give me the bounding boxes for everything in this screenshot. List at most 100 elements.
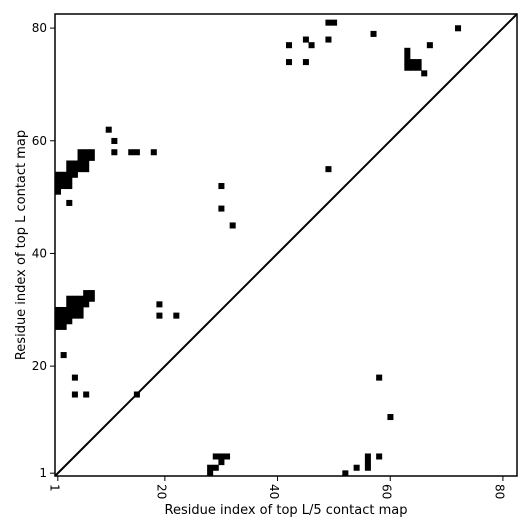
- contact-cell-upper: [88, 154, 95, 161]
- contact-cell-upper: [71, 295, 78, 302]
- contact-cell-lower: [364, 464, 371, 471]
- contact-cell-lower: [353, 464, 360, 471]
- contact-cell-upper: [60, 183, 67, 190]
- contact-cell-upper: [55, 318, 62, 325]
- contact-cell-upper: [128, 149, 135, 156]
- contact-cell-upper: [218, 183, 225, 190]
- contact-cell-upper: [66, 166, 73, 173]
- contact-cell-upper: [66, 183, 73, 190]
- contact-cell-upper: [421, 70, 428, 77]
- contact-cell-lower: [224, 453, 231, 460]
- contact-cell-upper: [60, 352, 67, 359]
- contact-cell-upper: [66, 295, 73, 302]
- contact-cell-upper: [111, 137, 118, 144]
- contact-cell-upper: [83, 160, 90, 167]
- contact-cell-lower: [364, 459, 371, 466]
- y-tick-label: 20: [32, 359, 47, 373]
- contact-cell-upper: [404, 64, 411, 71]
- contact-cell-upper: [77, 149, 84, 156]
- contact-cell-upper: [60, 312, 67, 319]
- contact-cell-lower: [376, 374, 383, 381]
- contact-cell-upper: [83, 290, 90, 297]
- contact-cell-upper: [133, 149, 140, 156]
- contact-cell-upper: [111, 149, 118, 156]
- x-tick-label: 80: [492, 484, 506, 499]
- contact-cell-upper: [83, 301, 90, 308]
- y-tick-label: 40: [32, 246, 47, 260]
- contact-cell-upper: [66, 306, 73, 314]
- contact-cell-upper: [325, 166, 332, 173]
- contact-cell-upper: [77, 306, 84, 314]
- contact-cell-upper: [325, 36, 332, 43]
- x-tick-label: 1: [47, 484, 61, 492]
- contact-cell-upper: [455, 25, 462, 32]
- contact-cell-upper: [71, 312, 78, 319]
- y-axis-label: Residue index of top L contact map: [14, 130, 29, 360]
- contact-cell-lower: [376, 453, 383, 460]
- contact-cell-upper: [83, 295, 90, 302]
- contact-cell-upper: [415, 59, 422, 66]
- contact-cell-upper: [77, 154, 84, 161]
- contact-cell-upper: [88, 295, 95, 302]
- contact-cell-upper: [156, 301, 163, 308]
- contact-cell-upper: [404, 47, 411, 54]
- plot-frame: [54, 13, 518, 477]
- contact-cell-upper: [71, 160, 78, 167]
- y-tick-label: 60: [32, 134, 47, 148]
- contact-cell-upper: [66, 160, 73, 167]
- contact-cell-lower: [342, 470, 349, 477]
- x-axis-label: Residue index of top L/5 contact map: [165, 503, 408, 518]
- contact-cell-upper: [83, 166, 90, 173]
- y-tick-label: 80: [32, 21, 47, 35]
- contact-cell-upper: [55, 306, 62, 314]
- contact-cell-upper: [60, 177, 67, 184]
- contact-cell-upper: [77, 301, 84, 308]
- contact-cell-lower: [218, 453, 225, 460]
- contact-cell-upper: [60, 323, 67, 330]
- contact-cell-lower: [218, 459, 225, 466]
- contact-cell-lower: [364, 453, 371, 460]
- contact-cell-upper: [105, 126, 112, 133]
- contact-cell-upper: [286, 59, 293, 66]
- contact-cell-upper: [55, 183, 62, 190]
- diagonal-line: [54, 13, 518, 477]
- contact-cell-upper: [229, 222, 236, 229]
- contact-cell-lower: [387, 414, 394, 421]
- contact-cell-upper: [83, 391, 90, 398]
- contact-cell-upper: [71, 391, 78, 398]
- contact-cell-upper: [156, 312, 163, 319]
- contact-cell-upper: [66, 199, 73, 206]
- y-tick-label: 1: [39, 466, 47, 480]
- contact-cell-lower: [212, 453, 219, 460]
- contact-cell-upper: [409, 64, 416, 71]
- contact-cell-upper: [415, 64, 422, 71]
- contact-cell-upper: [77, 295, 84, 302]
- contact-cell-upper: [331, 19, 338, 26]
- contact-cell-upper: [286, 42, 293, 49]
- contact-cell-lower: [207, 470, 214, 477]
- contact-cell-upper: [60, 306, 67, 314]
- contact-cell-upper: [325, 19, 332, 26]
- contact-cell-upper: [150, 149, 157, 156]
- contact-cell-upper: [71, 166, 78, 173]
- contact-cell-upper: [66, 312, 73, 319]
- contact-cell-upper: [55, 171, 62, 178]
- contact-cell-upper: [55, 177, 62, 184]
- x-tick-label: 60: [380, 484, 394, 499]
- contact-cell-upper: [66, 177, 73, 184]
- contact-cell-lower: [212, 464, 219, 471]
- contact-cell-upper: [77, 166, 84, 173]
- contact-cell-upper: [77, 160, 84, 167]
- contact-cell-upper: [66, 301, 73, 308]
- contact-cell-upper: [302, 59, 309, 66]
- contact-cell-upper: [60, 171, 67, 178]
- contact-cell-upper: [66, 171, 73, 178]
- contact-cell-upper: [66, 318, 73, 325]
- contact-cell-upper: [71, 301, 78, 308]
- x-tick-label: 40: [267, 484, 281, 499]
- contact-cell-upper: [409, 59, 416, 66]
- contact-cell-upper: [308, 42, 315, 49]
- contact-cells: [55, 19, 462, 477]
- contact-cell-upper: [77, 312, 84, 319]
